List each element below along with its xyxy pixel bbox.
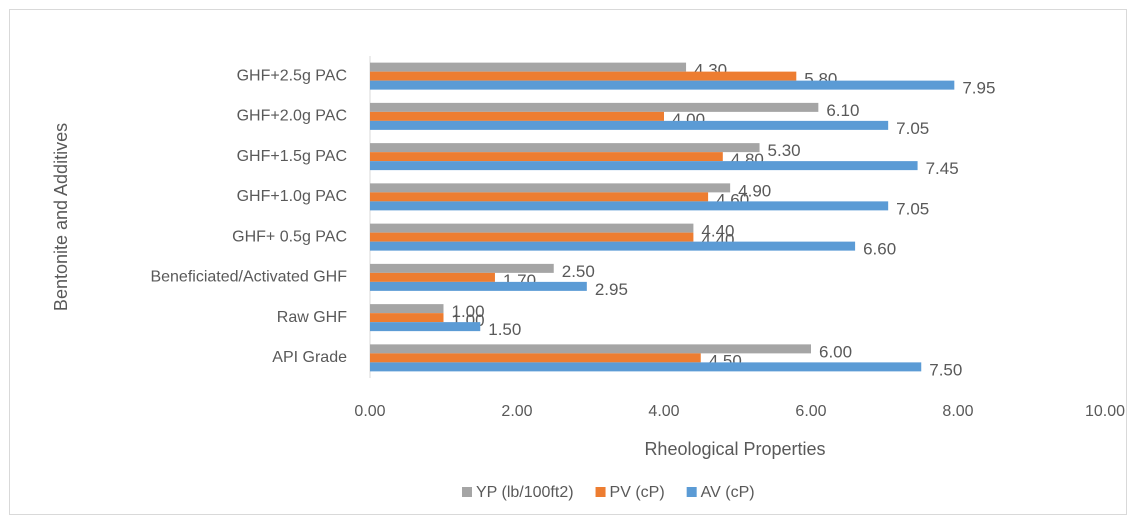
bar (370, 313, 444, 323)
x-tick-label: 10.00 (1085, 403, 1125, 420)
bar (370, 353, 701, 363)
bar (370, 102, 819, 112)
bar (370, 143, 760, 153)
bar (370, 263, 554, 273)
bar (370, 304, 444, 314)
value-label: 7.05 (896, 199, 929, 218)
y-tick-label: Beneficiated/Activated GHF (150, 269, 347, 286)
bar (370, 362, 922, 372)
bar (370, 62, 687, 72)
value-label: 1.00 (452, 302, 485, 321)
bar (370, 344, 811, 354)
value-label: 6.00 (819, 342, 852, 361)
bar (370, 71, 797, 81)
x-tick-label: 6.00 (795, 403, 826, 420)
value-label: 4.90 (738, 181, 771, 200)
value-label: 6.10 (826, 101, 859, 120)
x-axis-title: Rheological Properties (644, 439, 825, 459)
legend-swatch (595, 487, 606, 497)
bar (370, 223, 694, 233)
x-tick-label: 4.00 (648, 403, 679, 420)
value-label: 2.95 (595, 280, 628, 299)
bar (370, 281, 587, 291)
bar (370, 192, 709, 202)
value-label: 7.45 (926, 159, 959, 178)
bar (370, 152, 723, 162)
y-tick-label: API Grade (272, 349, 347, 366)
bar (370, 272, 495, 282)
legend-label: YP (lb/100ft2) (476, 484, 574, 501)
x-tick-label: 0.00 (354, 403, 385, 420)
bar (370, 80, 955, 90)
bar (370, 120, 889, 130)
chart-border (9, 9, 1127, 515)
legend-label: AV (cP) (701, 484, 755, 501)
bar (370, 161, 918, 171)
value-label: 7.95 (962, 79, 995, 98)
bar (370, 232, 694, 242)
legend-label: PV (cP) (610, 484, 665, 501)
value-label: 7.50 (929, 360, 962, 379)
bar (370, 111, 664, 121)
y-tick-label: GHF+2.5g PAC (237, 67, 347, 84)
y-tick-label: Raw GHF (277, 309, 347, 326)
y-tick-label: GHF+2.0g PAC (237, 108, 347, 125)
value-label: 7.05 (896, 119, 929, 138)
y-tick-label: GHF+1.0g PAC (237, 188, 347, 205)
value-label: 1.50 (488, 320, 521, 339)
y-tick-label: GHF+1.5g PAC (237, 148, 347, 165)
value-label: 4.40 (701, 222, 734, 241)
value-label: 2.50 (562, 262, 595, 281)
x-tick-label: 8.00 (942, 403, 973, 420)
y-tick-label: GHF+ 0.5g PAC (232, 228, 347, 245)
legend-swatch (462, 487, 472, 497)
bar (370, 201, 889, 211)
x-tick-label: 2.00 (501, 403, 532, 420)
bar (370, 183, 731, 193)
value-label: 6.60 (863, 240, 896, 259)
value-label: 5.30 (768, 141, 801, 160)
bar (370, 322, 481, 332)
y-axis-title: Bentonite and Additives (51, 123, 71, 311)
legend-swatch (686, 487, 697, 497)
bar (370, 241, 856, 251)
